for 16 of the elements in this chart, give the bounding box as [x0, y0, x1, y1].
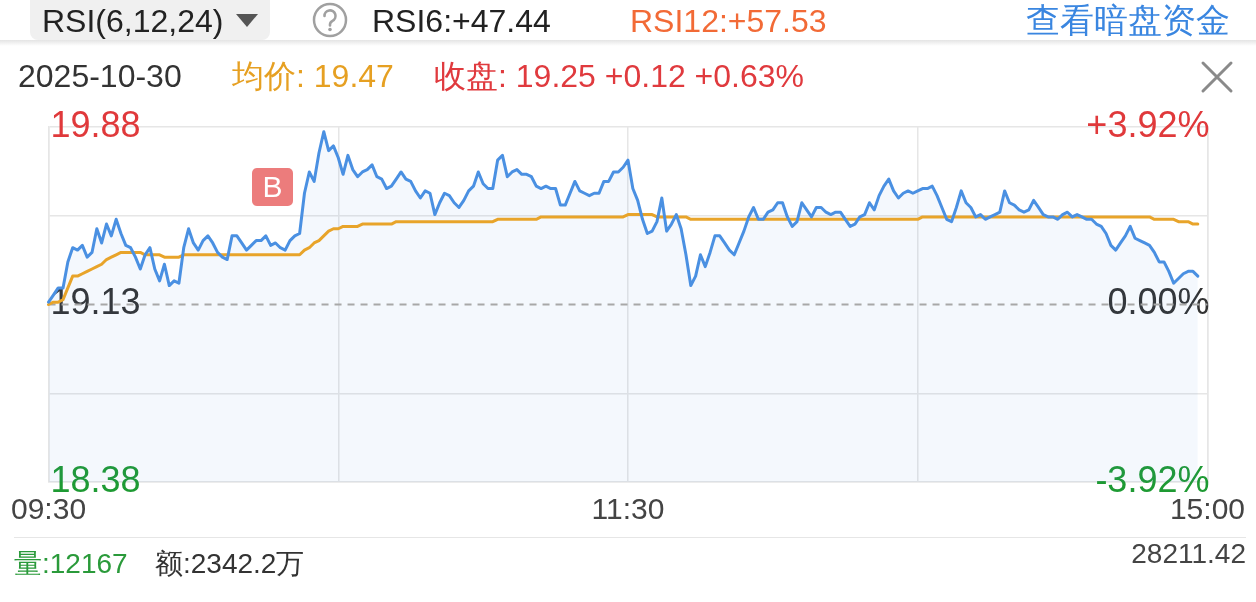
text: 均价: 19.47	[232, 58, 394, 94]
text: 28211.42	[1131, 538, 1246, 570]
y-tick-label: 19.13	[50, 281, 141, 323]
annotation: B	[252, 168, 293, 206]
text: 查看暗盘资金	[1026, 1, 1230, 39]
text: 收盘: 19.25 +0.12 +0.63%	[434, 58, 805, 94]
text: 额:2342.2万	[155, 548, 305, 580]
y2-tick-label: +3.92%	[1086, 103, 1210, 145]
y2-tick-label: 0.00%	[1107, 281, 1210, 323]
text: RSI12:+57.53	[630, 3, 827, 39]
x-tick-label: 11:30	[591, 492, 665, 526]
text: 2025-10-30	[18, 58, 182, 94]
text: 量:12167	[14, 548, 128, 580]
text: RSI(6,12,24)	[42, 3, 224, 39]
y-tick-label: 19.88	[50, 103, 141, 145]
text: RSI6:+47.44	[372, 3, 551, 39]
